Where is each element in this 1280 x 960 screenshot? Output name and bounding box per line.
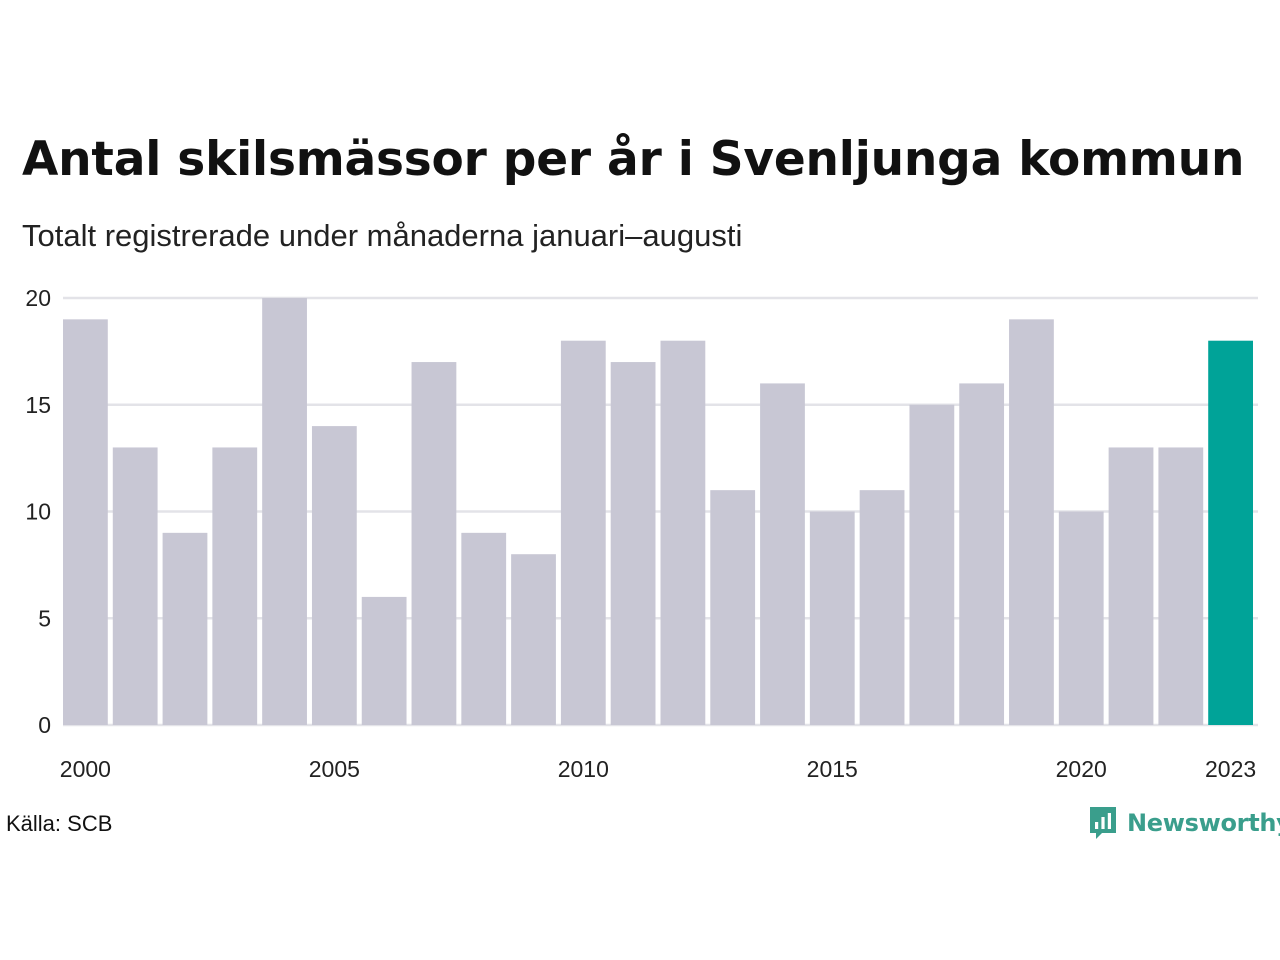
- bar-2009: [511, 554, 556, 725]
- y-tick-label: 10: [25, 499, 51, 525]
- x-tick-label: 2000: [60, 756, 111, 782]
- bar-2019: [1009, 319, 1054, 725]
- bar-2016: [859, 490, 905, 725]
- bar-2023: [1208, 340, 1253, 725]
- brand-logo: Newsworthy: [1088, 803, 1280, 843]
- y-tick-label: 0: [38, 712, 51, 738]
- bar-2017: [909, 404, 955, 725]
- bar-2018: [959, 383, 1005, 725]
- bar-2003: [212, 447, 258, 725]
- bar-2004: [262, 298, 307, 725]
- x-axis-ticks: 2000 2005 2010 2015 2020 2023: [60, 756, 1256, 782]
- x-tick-label: 2023: [1205, 756, 1256, 782]
- chart-title: Antal skilsmässor per år i Svenljunga ko…: [22, 132, 1245, 187]
- source-label: Källa: SCB: [6, 811, 113, 836]
- bar-2014: [760, 383, 805, 725]
- bar-2021: [1108, 447, 1154, 725]
- brand-name: Newsworthy: [1127, 809, 1280, 837]
- y-tick-label: 15: [25, 392, 51, 418]
- y-tick-label: 5: [38, 605, 51, 631]
- bar-chart: 0 5 10 15 20 2000 2005 2010 2015 2020 2023: [25, 285, 1258, 782]
- bar-2005: [311, 426, 357, 725]
- bar-2007: [411, 362, 457, 725]
- bar-2006: [361, 596, 407, 725]
- x-tick-label: 2020: [1056, 756, 1107, 782]
- bar-2020: [1058, 511, 1104, 725]
- bar-2011: [610, 362, 656, 725]
- bar-2012: [660, 340, 706, 725]
- bar-2022: [1158, 447, 1204, 725]
- x-tick-label: 2010: [558, 756, 609, 782]
- bar-2008: [461, 532, 507, 725]
- chart-subtitle: Totalt registrerade under månaderna janu…: [22, 218, 743, 253]
- bar-2013: [710, 490, 756, 725]
- y-axis-ticks: 0 5 10 15 20: [25, 285, 51, 738]
- bar-2001: [112, 447, 158, 725]
- bar-2010: [560, 340, 606, 725]
- x-tick-label: 2005: [309, 756, 360, 782]
- y-tick-label: 20: [25, 285, 51, 311]
- bars: [63, 298, 1253, 725]
- newsworthy-logo-icon: [1090, 807, 1116, 839]
- bar-2015: [809, 511, 855, 725]
- bar-2000: [63, 319, 108, 725]
- x-tick-label: 2015: [807, 756, 858, 782]
- bar-2002: [162, 532, 208, 725]
